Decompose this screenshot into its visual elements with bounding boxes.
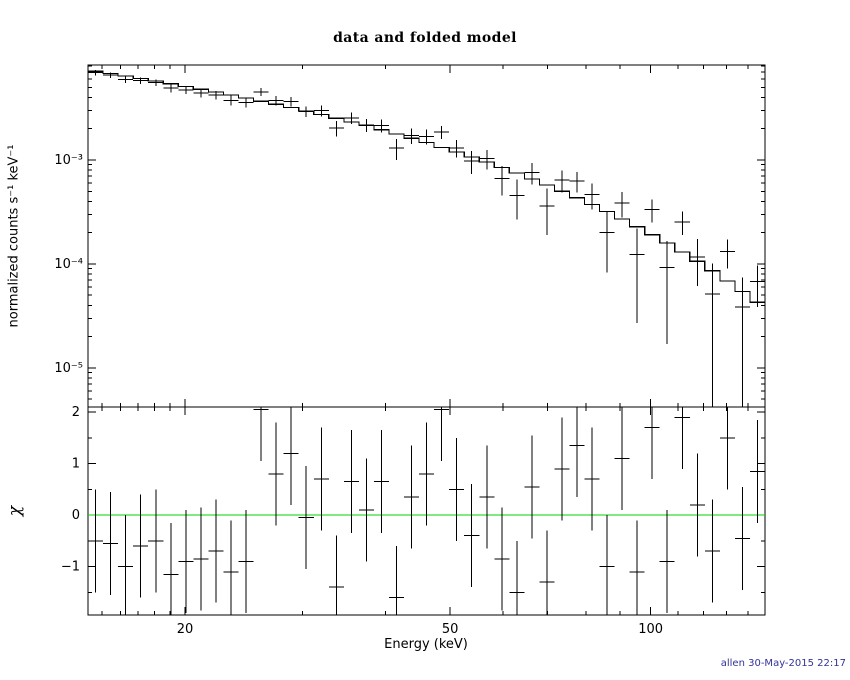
- footer-user-timestamp: allen 30-May-2015 22:17: [720, 658, 846, 669]
- y-axis-label-counts: normalized counts s⁻¹ keV⁻¹: [6, 144, 22, 328]
- axis-tick-labels: 20 50 100 10⁻³ 10⁻⁴ 10⁻⁵ 2 1 0 −1: [54, 153, 663, 637]
- svg-text:10⁻⁴: 10⁻⁴: [54, 257, 83, 272]
- svg-text:−1: −1: [61, 560, 80, 575]
- svg-text:0: 0: [72, 508, 80, 523]
- svg-text:50: 50: [442, 622, 459, 637]
- axis-ticks: [88, 65, 765, 615]
- svg-text:20: 20: [177, 622, 194, 637]
- svg-text:1: 1: [72, 457, 80, 472]
- x-axis-label-energy: Energy (keV): [384, 637, 468, 652]
- y-axis-label-chi: χ: [5, 505, 25, 517]
- panel-frames: [87, 64, 766, 616]
- plot-title: data and folded model: [333, 30, 517, 46]
- svg-text:10⁻³: 10⁻³: [54, 153, 83, 168]
- data-error-bars: [88, 69, 765, 407]
- svg-text:100: 100: [638, 622, 663, 637]
- svg-text:2: 2: [72, 405, 80, 420]
- svg-text:10⁻⁵: 10⁻⁵: [54, 361, 83, 376]
- residual-error-bars: [88, 407, 765, 615]
